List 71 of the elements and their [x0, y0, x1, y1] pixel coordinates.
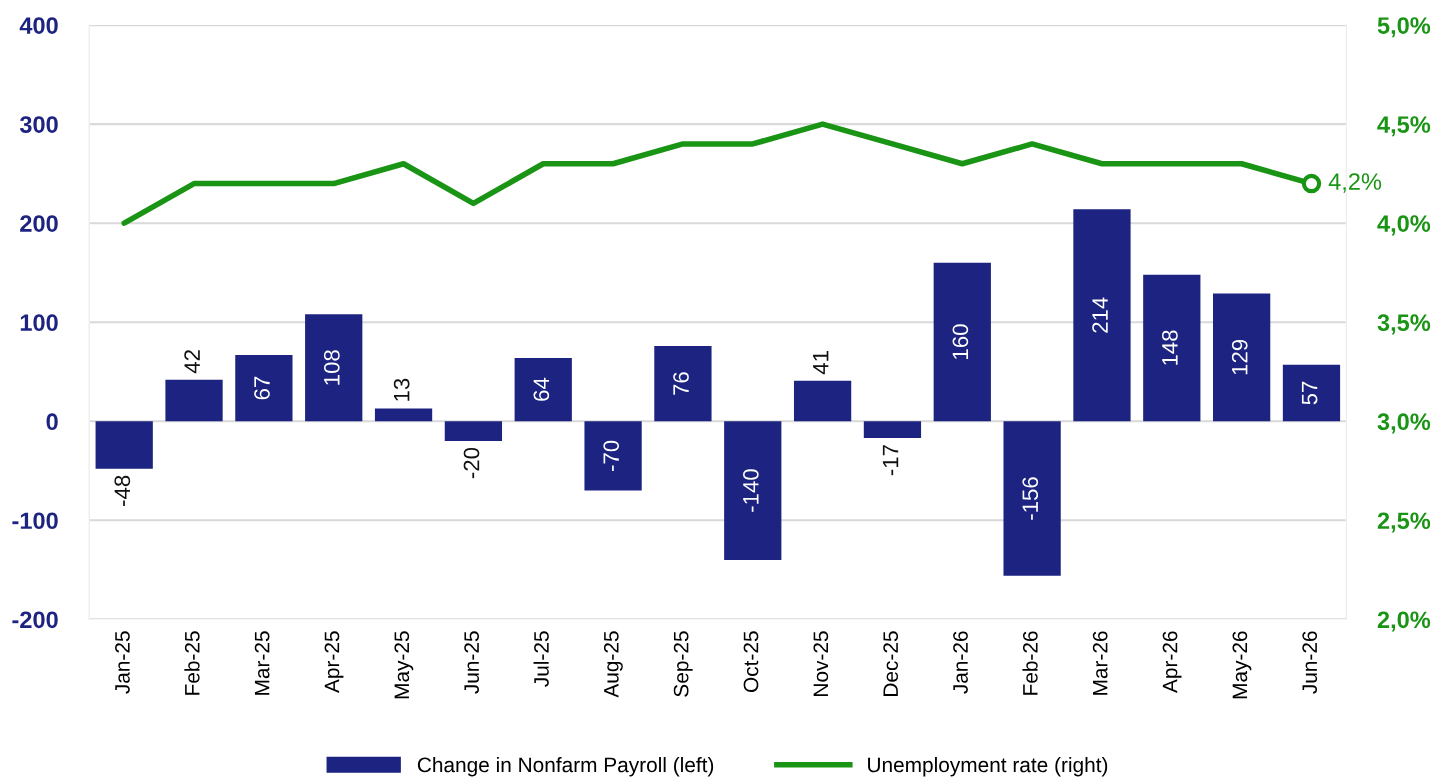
x-tick-label: Jun-26: [1302, 631, 1318, 694]
data-label: 41: [813, 351, 829, 375]
data-label: 160: [952, 324, 969, 359]
data-label: -70: [603, 440, 620, 472]
data-label: 67: [254, 376, 270, 400]
data-label: 42: [184, 350, 200, 374]
x-tick-label: May-26: [1232, 631, 1252, 699]
x-tick-label: May-25: [394, 631, 414, 699]
bar: [1282, 364, 1341, 422]
data-label: 108: [323, 350, 340, 385]
y2-tick-label: 4,0%: [1377, 215, 1431, 236]
x-tick-label: Apr-26: [1162, 631, 1182, 693]
bar: [1213, 293, 1271, 422]
bar: [1003, 421, 1061, 576]
bar: [933, 262, 991, 422]
legend-label: Change in Nonfarm Payroll (left): [417, 756, 714, 777]
y-tick-label: -100: [12, 512, 58, 530]
x-tick-label: Sep-25: [673, 631, 693, 697]
y2-tick-label: 2,5%: [1377, 512, 1431, 533]
x-tick-label: Mar-25: [254, 631, 270, 695]
x-tick-label: Mar-26: [1092, 631, 1108, 695]
y2-tick-label: 3,0%: [1377, 413, 1431, 434]
data-label: 13: [393, 378, 410, 401]
data-label: -20: [463, 447, 480, 479]
data-label: 76: [673, 372, 689, 395]
data-label: -17: [882, 445, 899, 476]
bar: [235, 354, 293, 422]
y2-tick-label: 2,0%: [1377, 611, 1431, 632]
bar: [1073, 209, 1131, 422]
x-tick-label: Apr-25: [324, 631, 344, 693]
x-tick-label: Jun-25: [464, 631, 479, 694]
data-label: 214: [1092, 297, 1108, 333]
x-tick-label: Nov-25: [813, 631, 829, 696]
y-tick-label: -200: [12, 611, 58, 629]
data-label: 4,2%: [1328, 173, 1382, 193]
x-tick-label: Jan-26: [953, 631, 968, 694]
y2-tick-label: 5,0%: [1377, 17, 1431, 38]
y-tick-label: 0: [46, 413, 58, 431]
bar: [793, 380, 852, 422]
y2-tick-label: 4,5%: [1377, 116, 1431, 137]
bar: [444, 421, 503, 442]
data-label: 57: [1301, 381, 1318, 405]
y-tick-label: 100: [20, 314, 58, 332]
x-tick-label: Jul-25: [533, 631, 549, 687]
y-tick-label: 400: [19, 17, 58, 34]
bar: [1143, 274, 1201, 422]
x-tick-label: Oct-25: [743, 631, 759, 692]
x-tick-label: Feb-26: [1022, 631, 1038, 695]
x-tick-label: Dec-25: [883, 631, 899, 696]
bar: [374, 408, 433, 422]
bar: [654, 345, 712, 422]
x-tick-label: Feb-25: [184, 631, 200, 695]
y-tick-label: 200: [20, 215, 58, 232]
data-label: 64: [533, 377, 550, 401]
data-label: -156: [1022, 477, 1039, 520]
y2-tick-label: 3,5%: [1377, 314, 1431, 335]
bar: [863, 421, 922, 439]
y-tick-label: 300: [19, 116, 58, 133]
data-label: -48: [114, 475, 131, 506]
bar: [95, 421, 153, 469]
bar: [165, 379, 223, 422]
bar: [584, 421, 642, 491]
bar: [514, 357, 572, 422]
data-label: 148: [1162, 330, 1178, 365]
data-label: -140: [742, 469, 759, 512]
bar: [724, 421, 782, 560]
x-tick-label: Jan-25: [115, 631, 130, 694]
x-tick-label: Aug-25: [603, 631, 623, 698]
legend-label: Unemployment rate (right): [868, 756, 1108, 777]
data-label: 129: [1231, 339, 1248, 375]
bar: [305, 314, 363, 422]
